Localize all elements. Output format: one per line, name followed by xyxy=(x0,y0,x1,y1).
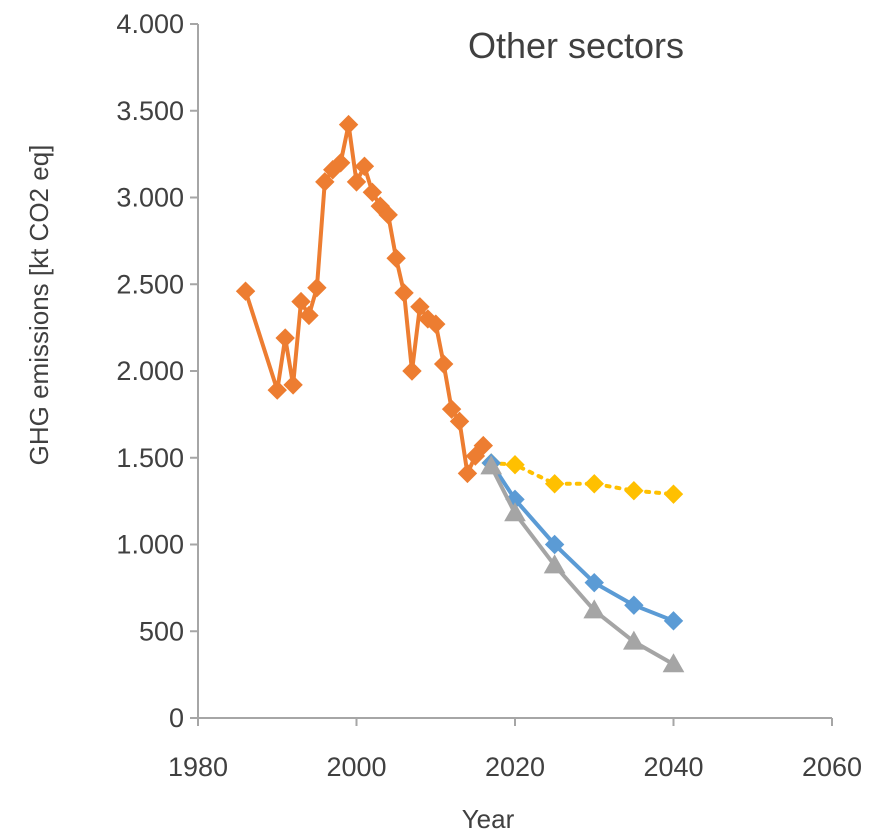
series-2-point xyxy=(663,484,684,504)
x-tick-label: 2000 xyxy=(326,752,386,782)
y-tick-label: 3.500 xyxy=(116,96,184,126)
x-tick-label: 1980 xyxy=(168,752,228,782)
series-4-point xyxy=(662,653,685,673)
chart-title: Other sectors xyxy=(468,25,684,66)
x-tick-label: 2040 xyxy=(643,752,703,782)
series-4-point xyxy=(583,599,606,619)
y-tick-label: 1.000 xyxy=(116,530,184,560)
series-3-point xyxy=(624,595,644,615)
series-2-point xyxy=(624,481,644,501)
series-3-point xyxy=(544,534,565,555)
series-4-point xyxy=(480,455,503,475)
series-1-point xyxy=(291,291,311,312)
series-1-point xyxy=(235,281,256,301)
series-1-point xyxy=(307,278,327,298)
series-1-point xyxy=(410,297,430,317)
y-tick-label: 1.500 xyxy=(116,443,184,473)
series-1-line xyxy=(243,122,486,476)
series-1-point xyxy=(338,114,359,135)
series-1-point xyxy=(449,411,470,432)
y-tick-label: 4.000 xyxy=(116,9,184,39)
series-1-point xyxy=(362,182,383,203)
series-1-point xyxy=(473,435,494,456)
series-1-point xyxy=(299,305,319,326)
y-tick-label: 500 xyxy=(139,616,184,646)
series-1-point xyxy=(346,172,367,192)
series-1-point xyxy=(386,248,406,268)
y-tick-label: 3.000 xyxy=(116,183,184,213)
x-tick-label: 2020 xyxy=(485,752,545,782)
series-1-point xyxy=(426,314,446,334)
y-tick-label: 0 xyxy=(169,703,184,733)
series-4-point xyxy=(623,630,645,650)
series-1 xyxy=(235,114,494,484)
x-axis-title: Year xyxy=(462,804,515,834)
series-2 xyxy=(481,453,684,504)
series-1-point xyxy=(433,354,454,374)
series-2-point xyxy=(544,474,565,494)
x-axis-ticks: 1980 2000 2020 2040 2060 xyxy=(168,718,862,782)
series-1-point xyxy=(394,283,414,303)
y-tick-label: 2.500 xyxy=(116,269,184,299)
series-1-point xyxy=(378,205,398,225)
series-4-point xyxy=(543,554,566,574)
series-4 xyxy=(480,455,685,673)
series-3-point xyxy=(584,572,604,593)
x-tick-label: 2060 xyxy=(802,752,862,782)
series-1-point xyxy=(402,361,422,381)
y-tick-label: 2.000 xyxy=(116,356,184,386)
series-2-point xyxy=(584,474,604,494)
series-1-point xyxy=(330,153,351,173)
series-2-point xyxy=(505,454,525,475)
series-4-point xyxy=(504,502,526,522)
y-axis-ticks: 0 500 1.000 1.500 2.000 2.500 3.000 3.500 4.000 xyxy=(116,9,198,733)
series-layer xyxy=(235,114,685,673)
y-axis-title: GHG emissions [kt CO2 eq] xyxy=(24,145,54,466)
series-3 xyxy=(481,453,684,631)
series-3-point xyxy=(663,611,684,631)
series-1-point xyxy=(275,328,295,348)
series-1-point xyxy=(354,156,375,176)
series-1-point xyxy=(315,172,335,192)
series-1-point xyxy=(267,380,287,400)
series-1-point xyxy=(283,375,303,395)
series-1-point xyxy=(441,399,462,419)
series-1-point xyxy=(457,463,478,484)
